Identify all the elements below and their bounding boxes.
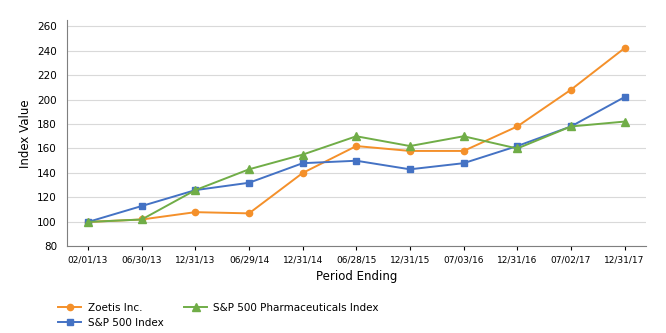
- S&P 500 Index: [352, 159, 360, 163]
- S&P 500 Index: [298, 161, 306, 165]
- S&P 500 Index: [513, 144, 521, 148]
- Zoetis Inc.: [298, 171, 306, 175]
- S&P 500 Pharmaceuticals Index: [406, 144, 414, 148]
- S&P 500 Pharmaceuticals Index: [298, 153, 306, 157]
- S&P 500 Pharmaceuticals Index: [513, 147, 521, 151]
- S&P 500 Pharmaceuticals Index: [460, 134, 468, 138]
- S&P 500 Index: [621, 95, 629, 99]
- S&P 500 Pharmaceuticals Index: [245, 167, 253, 171]
- Line: Zoetis Inc.: Zoetis Inc.: [85, 45, 627, 225]
- S&P 500 Index: [191, 188, 199, 192]
- S&P 500 Pharmaceuticals Index: [84, 220, 92, 224]
- Line: S&P 500 Pharmaceuticals Index: S&P 500 Pharmaceuticals Index: [84, 118, 629, 226]
- Zoetis Inc.: [567, 88, 575, 92]
- Line: S&P 500 Index: S&P 500 Index: [85, 94, 628, 225]
- Zoetis Inc.: [352, 144, 360, 148]
- Legend: Zoetis Inc., S&P 500 Index, S&P 500 Pharmaceuticals Index: Zoetis Inc., S&P 500 Index, S&P 500 Phar…: [59, 303, 379, 328]
- Zoetis Inc.: [513, 125, 521, 129]
- X-axis label: Period Ending: Period Ending: [316, 270, 397, 283]
- Zoetis Inc.: [460, 149, 468, 153]
- S&P 500 Index: [245, 181, 253, 185]
- S&P 500 Index: [84, 220, 92, 224]
- Zoetis Inc.: [138, 217, 146, 221]
- Zoetis Inc.: [406, 149, 414, 153]
- S&P 500 Index: [567, 125, 575, 129]
- Zoetis Inc.: [84, 220, 92, 224]
- S&P 500 Index: [406, 167, 414, 171]
- S&P 500 Index: [138, 204, 146, 208]
- Zoetis Inc.: [245, 211, 253, 215]
- Y-axis label: Index Value: Index Value: [19, 99, 31, 167]
- Zoetis Inc.: [191, 210, 199, 214]
- Zoetis Inc.: [621, 46, 629, 50]
- S&P 500 Pharmaceuticals Index: [567, 125, 575, 129]
- S&P 500 Pharmaceuticals Index: [352, 134, 360, 138]
- S&P 500 Index: [460, 161, 468, 165]
- S&P 500 Pharmaceuticals Index: [191, 188, 199, 192]
- S&P 500 Pharmaceuticals Index: [621, 120, 629, 124]
- S&P 500 Pharmaceuticals Index: [138, 217, 146, 221]
